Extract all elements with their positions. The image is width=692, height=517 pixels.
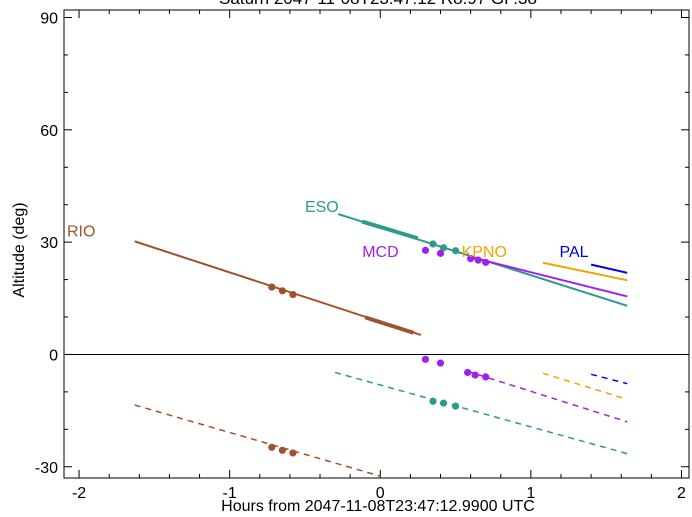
pal-altitude-line: [590, 263, 628, 274]
mcd-point: [474, 256, 482, 264]
x-tick-label: -2: [72, 485, 86, 502]
mcd-point-below: [436, 359, 445, 367]
mcd-altitude-line: [470, 256, 628, 298]
y-tick-label: 30: [40, 235, 58, 252]
y-tick-label: 90: [40, 10, 58, 27]
x-tick-label: 2: [677, 485, 686, 502]
y-tick-label: -30: [35, 460, 58, 477]
chart-title: Saturn 2047-11-08T23:47:12 R8.97 GP.38: [219, 0, 537, 8]
kpno-below-horizon-line: [542, 372, 628, 401]
plot-axes: -2 -1 0 1 2 -30 0 30 60 90: [35, 9, 690, 502]
rio-point: [289, 290, 297, 299]
mcd-point: [482, 258, 490, 266]
plot-frame: [63, 9, 690, 479]
mcd-point: [421, 246, 430, 254]
eso-point: [451, 247, 460, 255]
x-axis-label: Hours from 2047-11-08T23:47:12.9900 UTC: [221, 498, 535, 515]
mcd-point: [467, 255, 475, 263]
eso-observing-window: [361, 219, 419, 241]
series-kpno: KPNO: [462, 244, 628, 401]
x-tick-label: 0: [376, 485, 385, 502]
series-eso: ESO: [305, 199, 628, 455]
mcd-below-horizon-line: [467, 370, 628, 423]
eso-label: ESO: [305, 199, 339, 216]
series-mcd: MCD: [362, 244, 628, 423]
mcd-point: [436, 249, 445, 257]
mcd-point-below: [471, 371, 479, 379]
pal-below-horizon-line: [590, 373, 628, 385]
eso-point: [439, 244, 448, 252]
rio-observing-window: [364, 315, 415, 335]
y-axis-label: Altitude (deg): [11, 202, 28, 297]
kpno-altitude-line: [542, 261, 628, 282]
mcd-label: MCD: [362, 244, 398, 261]
series-rio: RIO: [67, 224, 422, 477]
mcd-point-below: [421, 355, 430, 363]
plot-marks: RIO ESO MCD KPNO PAL: [67, 199, 628, 477]
rio-below-horizon-line: [134, 404, 381, 477]
rio-point-below: [268, 443, 276, 451]
rio-label: RIO: [67, 224, 95, 241]
mcd-point-below: [464, 368, 472, 377]
kpno-label: KPNO: [462, 244, 507, 261]
rio-point: [268, 283, 276, 291]
eso-point-below: [451, 402, 460, 410]
mcd-point-below: [482, 373, 490, 381]
series-pal: PAL: [559, 244, 628, 385]
y-tick-label: 0: [49, 347, 58, 364]
rio-point-below: [289, 449, 297, 457]
rio-point-below: [278, 446, 286, 454]
pal-label: PAL: [559, 244, 588, 261]
x-tick-label: 1: [526, 485, 535, 502]
eso-below-horizon-line: [334, 371, 628, 455]
eso-point-below: [439, 399, 448, 407]
eso-point: [429, 240, 437, 248]
y-tick-label: 60: [40, 123, 58, 140]
eso-point-below: [429, 397, 437, 405]
x-tick-label: -1: [223, 485, 237, 502]
rio-point: [278, 287, 286, 295]
